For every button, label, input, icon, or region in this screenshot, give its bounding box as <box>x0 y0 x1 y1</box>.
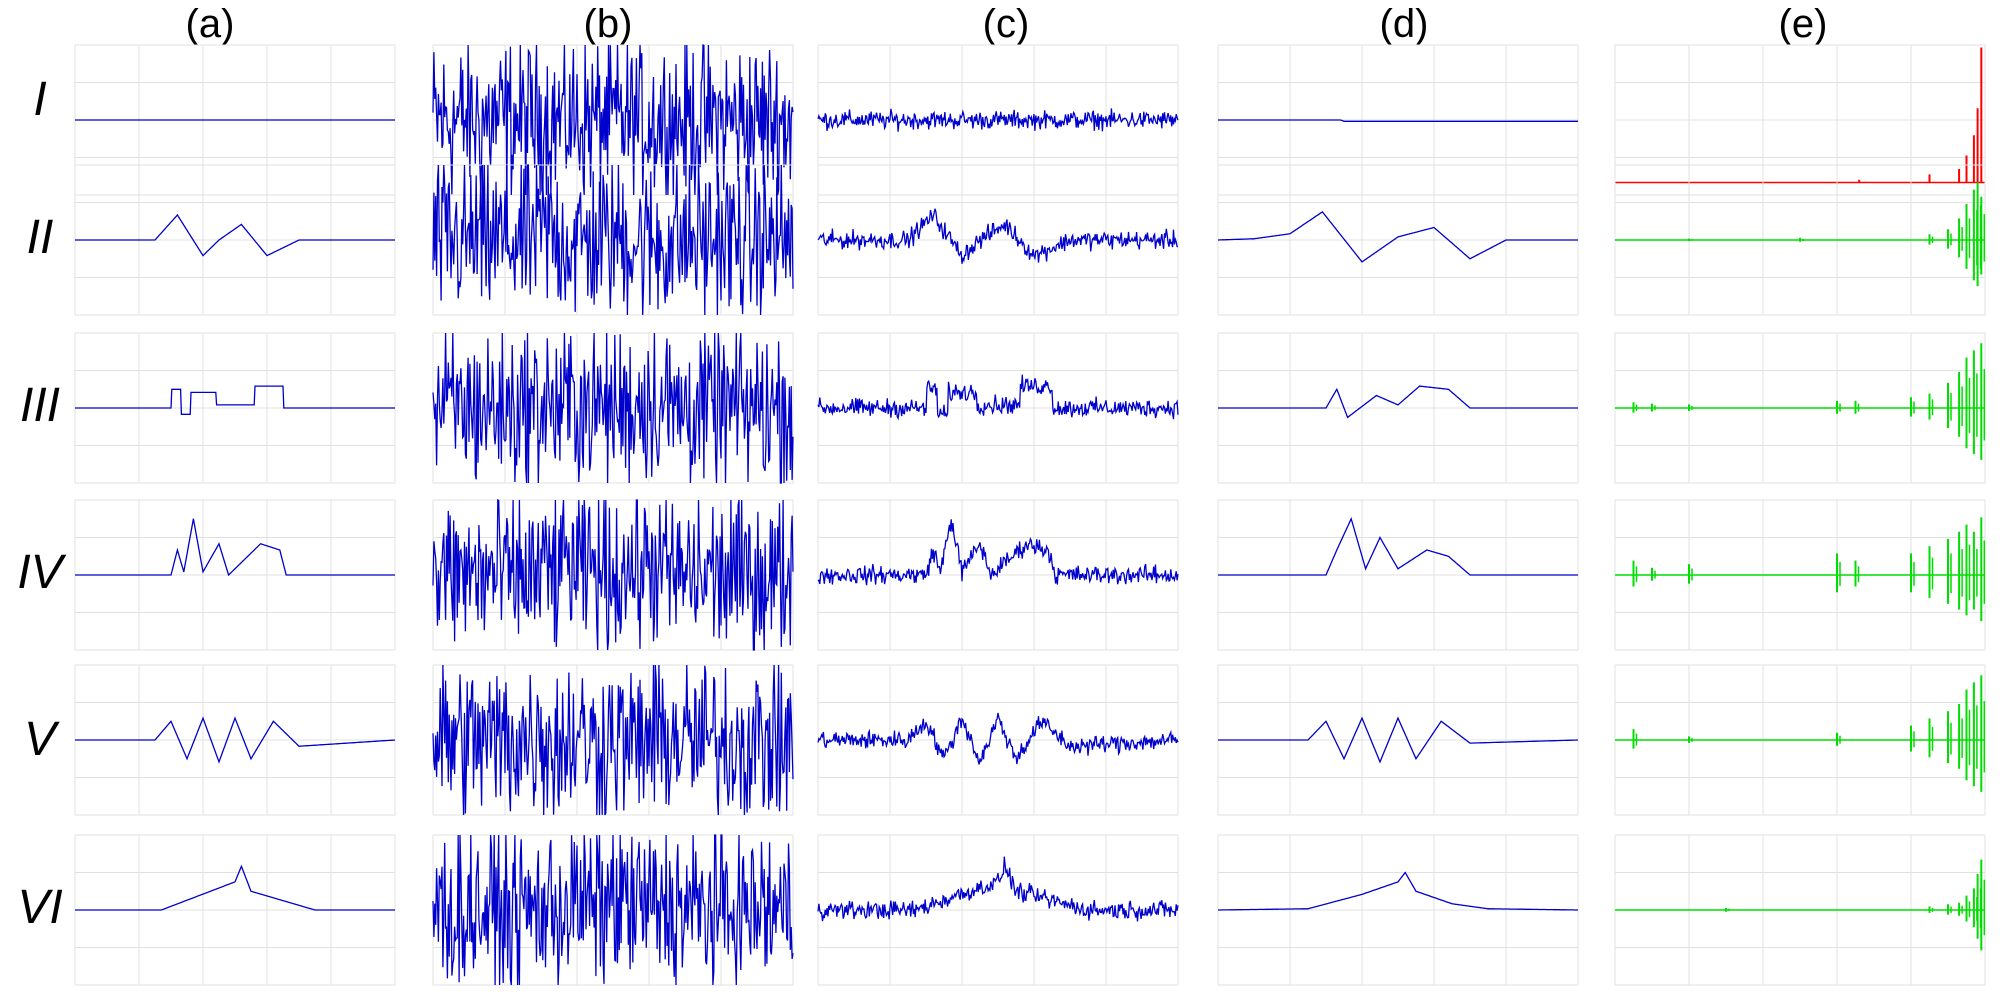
row-label-4: IV <box>17 546 63 599</box>
series-line-V-c <box>817 712 1179 765</box>
series-line-V-d <box>1218 716 1578 764</box>
series-line-III-d <box>1218 385 1578 419</box>
series-line-IV-b <box>432 498 794 651</box>
series-line-VI-d <box>1218 871 1578 911</box>
panel-II-4 <box>1614 164 1986 316</box>
row-label-3: III <box>19 379 60 432</box>
panel-III-3 <box>1217 332 1579 484</box>
series-line-II-d <box>1218 211 1578 263</box>
panel-III-4 <box>1614 332 1986 484</box>
series-line-I-b <box>432 44 794 196</box>
panel-IV-4 <box>1614 499 1986 651</box>
series-line-IV-c <box>817 519 1179 586</box>
row-label-2: II <box>26 211 54 264</box>
column-label-a: (a) <box>185 2 235 46</box>
column-label-b: (b) <box>583 2 633 46</box>
panel-VI-2 <box>817 834 1179 986</box>
series-line-III-c <box>817 374 1179 421</box>
panel-III-2 <box>817 332 1179 484</box>
panel-I-2 <box>817 44 1179 196</box>
series-line-I-c <box>817 108 1179 132</box>
row-label-1: I <box>33 73 47 126</box>
column-label-d: (d) <box>1379 2 1429 46</box>
series-line-VI-b <box>432 834 794 986</box>
series-line-VI-c <box>817 856 1179 922</box>
series-line-III-b <box>432 332 794 484</box>
series-line-V-a <box>75 716 396 764</box>
panel-VI-3 <box>1217 834 1579 986</box>
row-label-6: VI <box>17 881 63 934</box>
panel-II-2 <box>817 164 1179 316</box>
panel-V-0 <box>74 664 396 816</box>
panel-VI-0 <box>74 834 396 986</box>
panel-I-3 <box>1217 44 1579 196</box>
series-line-V-b <box>432 664 794 816</box>
series-line-II-c <box>817 208 1179 264</box>
panel-V-3 <box>1217 664 1579 816</box>
panel-III-1 <box>432 332 794 484</box>
panel-III-0 <box>74 332 396 484</box>
panel-IV-2 <box>817 499 1179 651</box>
column-label-c: (c) <box>982 2 1030 46</box>
panel-I-4 <box>1614 44 1986 196</box>
series-line-II-b <box>432 164 794 316</box>
series-line-VI-a <box>75 864 395 911</box>
series-line-I-d <box>1218 119 1578 122</box>
panel-IV-3 <box>1217 499 1579 651</box>
panel-V-2 <box>817 664 1179 816</box>
row-label-5: V <box>23 713 56 766</box>
panel-II-3 <box>1217 164 1579 316</box>
panel-II-1 <box>432 164 794 316</box>
series-line-III-a <box>75 385 395 415</box>
series-line-IV-a <box>75 518 395 577</box>
panel-VI-1 <box>432 834 794 986</box>
panel-II-0 <box>74 164 396 316</box>
panel-V-4 <box>1614 664 1986 816</box>
column-label-e: (e) <box>1778 2 1828 46</box>
series-line-II-a <box>75 213 395 257</box>
panel-V-1 <box>432 664 794 816</box>
panel-I-1 <box>432 44 794 196</box>
panel-IV-0 <box>74 499 396 651</box>
panel-I-0 <box>74 44 396 196</box>
panel-VI-4 <box>1614 834 1986 986</box>
series-line-IV-d <box>1218 516 1578 576</box>
panel-IV-1 <box>432 498 794 651</box>
